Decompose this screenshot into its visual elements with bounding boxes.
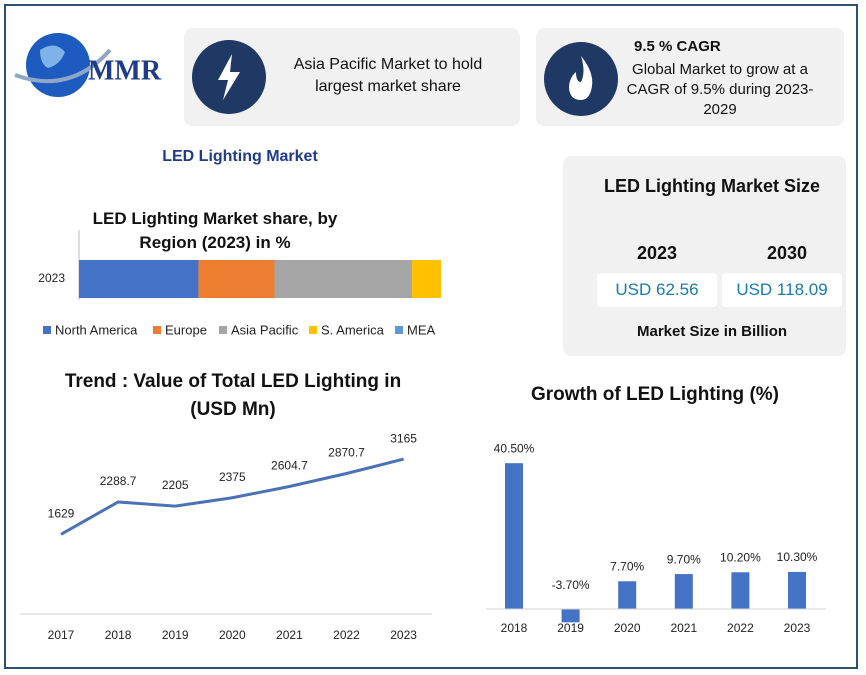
data-label: -3.70% [552,578,590,592]
logo: MMR [14,33,162,97]
bar [731,572,750,609]
legend-label: Asia Pacific [231,322,299,337]
x-tick-label: 2022 [727,621,754,635]
flame [569,56,593,100]
data-label: 2288.7 [100,474,137,488]
data-label: 10.20% [720,550,761,564]
frame [4,4,858,669]
x-tick-label: 2021 [670,621,697,635]
x-tick-label: 2022 [333,628,360,642]
data-label: 2205 [162,478,189,492]
bar [618,581,637,609]
data-label: 7.70% [610,559,644,573]
chart-title: LED Lighting Market share, by Region (20… [92,209,338,252]
logo-text: MMR [88,55,162,86]
legend-label: S. America [321,322,385,337]
legend-swatch [309,326,317,334]
y-tick-label: 2023 [38,271,65,285]
x-tick-label: 2020 [219,628,246,642]
logo-land [40,45,65,68]
legend-label: Europe [165,322,207,337]
legend-swatch [395,326,403,334]
data-label: 1629 [48,506,75,520]
bar-segment [412,260,441,298]
icon-circle [544,42,618,116]
highlight-text: Asia Pacific Market to hold largest mark… [293,56,483,95]
x-tick-label: 2018 [105,628,132,642]
bar [505,463,523,609]
bolt [218,54,240,100]
bar-segment [274,260,413,298]
x-tick-label: 2023 [784,621,811,635]
legend-swatch [219,326,227,334]
data-label: 2375 [219,470,246,484]
flame-icon [569,56,593,100]
year-label: 2023 [636,243,678,263]
chart-title: Trend : Value of Total LED Lighting in (… [64,371,402,420]
data-label: 10.30% [777,550,818,564]
x-tick-label: 2023 [390,628,417,642]
data-label: 2604.7 [271,459,308,473]
data-label: 40.50% [494,441,535,455]
bar-segment [79,260,199,298]
market-size-note: Market Size in Billion [636,323,788,340]
x-tick-label: 2020 [614,621,641,635]
x-tick-label: 2018 [501,621,528,635]
bar-segment [198,260,275,298]
data-label: 3165 [390,431,417,445]
x-tick-label: 2017 [48,628,75,642]
chart-title: Growth of LED Lighting (%) [530,384,779,405]
bar [674,574,693,609]
section-title: LED Lighting Market [162,148,318,165]
legend-label: North America [55,322,138,337]
line [60,457,404,536]
x-tick-label: 2021 [276,628,303,642]
market-value: USD 118.09 [722,273,842,307]
bolt-icon [218,54,240,100]
year-label: 2030 [766,243,808,263]
data-label: 2870.7 [328,446,365,460]
bar [788,571,806,609]
highlight-title: 9.5 % CAGR [634,38,721,55]
x-tick-label: 2019 [162,628,189,642]
market-size-box [563,156,846,356]
legend-swatch [153,326,161,334]
logo-swoosh [14,48,112,84]
market-value: USD 62.56 [597,273,717,307]
highlight-text: Global Market to grow at a CAGR of 9.5% … [626,61,814,118]
data-label: 9.70% [667,552,701,566]
legend-label: MEA [407,322,436,337]
legend-swatch [43,326,51,334]
bar [561,609,580,623]
x-tick-label: 2019 [557,621,584,635]
market-size-title: LED Lighting Market Size [603,176,821,196]
